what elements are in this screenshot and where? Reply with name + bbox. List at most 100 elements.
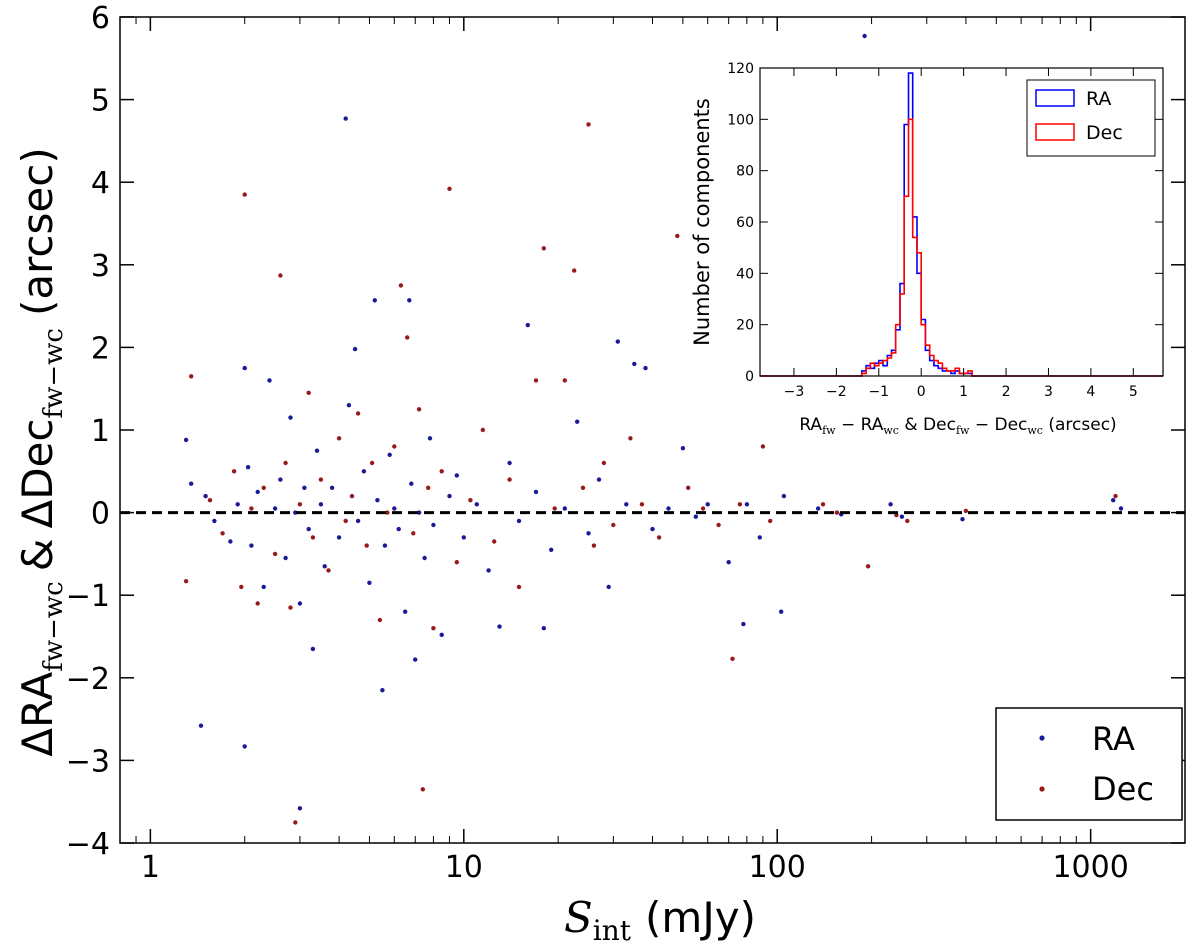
scatter-point-dec: [369, 460, 375, 466]
scatter-point-dec: [439, 469, 444, 474]
scatter-point-ra: [474, 502, 479, 507]
scatter-point-dec: [326, 568, 331, 573]
scatter-point-ra: [343, 116, 348, 121]
scatter-point-dec: [392, 444, 397, 449]
inset-histogram: 0 20 40 60 80 100 120 −3 −2 −1 0 1 2 3 4 5 Number of co…: [690, 61, 1164, 437]
inset-x-tick-label: 3: [1044, 384, 1053, 400]
scatter-point-ra: [705, 502, 710, 507]
scatter-point-ra: [447, 493, 452, 499]
scatter-point-ra: [403, 609, 408, 614]
scatter-point-ra: [255, 489, 260, 495]
y-tick-label: 2: [91, 331, 110, 366]
inset-x-tick-label: 2: [1002, 384, 1011, 400]
scatter-point-ra: [815, 506, 821, 511]
scatter-point-ra: [586, 531, 591, 536]
scatter-point-dec: [318, 477, 324, 482]
inset-legend: RA Dec: [1026, 79, 1156, 157]
x-axis-title-symbol: S: [564, 893, 593, 942]
scatter-point-ra: [650, 526, 655, 532]
scatter-point-dec: [385, 510, 390, 515]
scatter-point-ra: [355, 518, 361, 524]
scatter-point-dec: [306, 390, 311, 395]
scatter-point-ra: [1118, 506, 1124, 511]
scatter-point-dec: [760, 444, 766, 449]
y-tick-label: 3: [91, 249, 110, 284]
y-tick-label: 5: [91, 84, 110, 119]
inset-legend-ra-label: RA: [1086, 88, 1111, 110]
scatter-point-ra: [596, 477, 602, 482]
scatter-point-dec: [349, 493, 355, 499]
scatter-point-ra: [235, 502, 240, 507]
scatter-point-ra: [680, 446, 686, 451]
inset-y-tick-label: 40: [736, 266, 754, 282]
scatter-point-dec: [591, 543, 597, 548]
scatter-point-dec: [288, 605, 293, 610]
scatter-point-ra: [306, 526, 311, 532]
y-axis-title-ra-sub: fw−wc: [39, 581, 69, 671]
scatter-point-ra: [1111, 498, 1116, 503]
scatter-point-dec: [963, 508, 969, 514]
scatter-point-dec: [611, 522, 616, 528]
scatter-point-dec: [405, 335, 410, 340]
scatter-point-ra: [302, 485, 307, 490]
scatter-point-ra: [407, 298, 412, 303]
y-axis-title: ΔRAfw−wc&ΔDecfw−wc(arcsec): [13, 147, 69, 756]
x-tick-label: 100: [749, 850, 806, 885]
scatter-point-ra: [431, 522, 436, 528]
inset-y-tick-label: 120: [727, 61, 754, 77]
y-tick-label: −3: [66, 744, 110, 779]
scatter-point-dec: [454, 560, 459, 565]
scatter-point-dec: [207, 498, 213, 503]
inset-legend-dec-swatch: [1035, 123, 1075, 141]
scatter-point-dec: [242, 192, 247, 197]
scatter-point-ra: [562, 506, 567, 511]
scatter-point-dec: [541, 246, 546, 251]
scatter-point-ra: [242, 365, 247, 371]
scatter-point-ra: [203, 493, 208, 499]
scatter-point-ra: [212, 518, 217, 524]
scatter-point-ra: [427, 436, 433, 441]
main-legend-ra-label: RA: [1092, 720, 1135, 758]
scatter-point-dec: [865, 564, 871, 569]
scatter-point-dec: [398, 283, 404, 288]
scatter-point-ra: [422, 555, 427, 561]
scatter-point-dec: [737, 502, 743, 507]
inset-x-title-minus-dec: − Dec: [969, 415, 1027, 435]
scatter-point-dec: [416, 407, 422, 412]
scatter-point-ra: [757, 535, 762, 540]
scatter-point-ra: [297, 601, 303, 606]
scatter-point-dec: [420, 787, 425, 792]
scatter-point-ra: [413, 657, 418, 662]
scatter-point-ra: [367, 580, 372, 585]
main-legend-dec-marker: [1039, 786, 1045, 792]
scatter-point-dec: [586, 122, 591, 127]
scatter-point-ra: [375, 498, 380, 503]
scatter-point-ra: [549, 547, 554, 552]
inset-histogram-steps: [760, 72, 1163, 377]
scatter-point-dec: [249, 506, 254, 511]
scatter-point-dec: [492, 539, 497, 544]
scatter-point-ra: [615, 339, 620, 344]
scatter-point-ra: [666, 506, 671, 511]
scatter-point-dec: [468, 498, 473, 503]
scatter-point-ra: [336, 535, 342, 540]
y-tick-label: −2: [66, 662, 110, 697]
x-axis-title-sub: int: [593, 914, 632, 944]
main-legend: RA Dec: [995, 707, 1183, 821]
inset-x-axis-title: RAfw − RAwc & Decfw − Decwc (arcsec): [799, 415, 1116, 437]
y-axis-title-dec: ΔDec: [13, 419, 62, 529]
scatter-point-ra: [261, 584, 266, 590]
scatter-point-ra: [249, 543, 254, 548]
scatter-point-ra: [310, 646, 316, 652]
scatter-point-dec: [700, 506, 706, 511]
scatter-point-dec: [562, 378, 567, 383]
scatter-point-ra: [439, 632, 444, 637]
inset-y-tick-label: 100: [727, 112, 754, 128]
scatter-point-dec: [239, 584, 244, 590]
y-tick-label: 4: [91, 166, 110, 201]
scatter-point-ra: [318, 502, 324, 507]
histogram-step-dec: [760, 118, 1163, 377]
scatter-point-dec: [297, 502, 303, 507]
scatter-point-ra: [392, 506, 397, 511]
